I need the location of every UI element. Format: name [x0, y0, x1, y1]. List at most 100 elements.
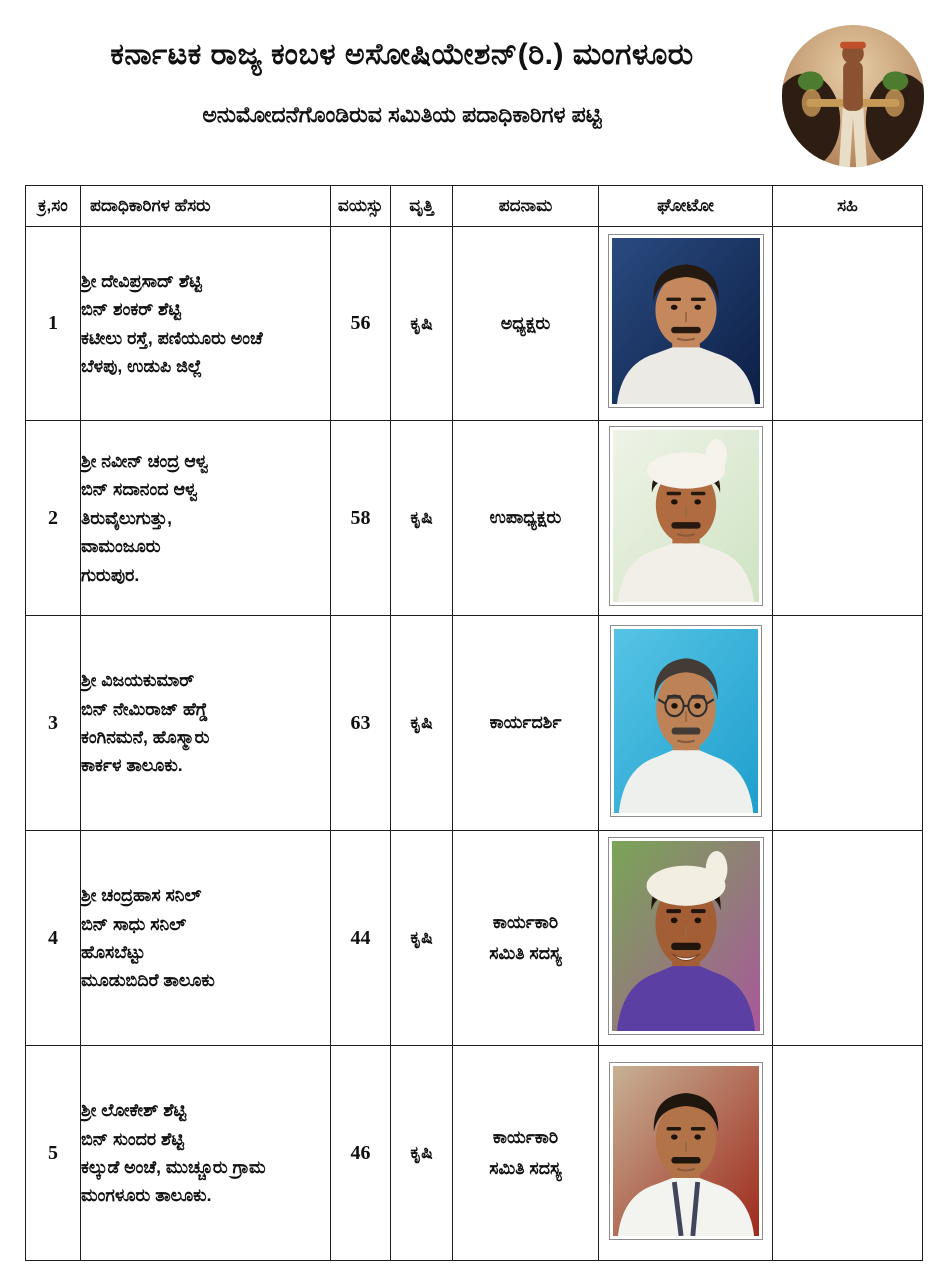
occupation-cell: ಕೃಷಿ	[390, 226, 453, 421]
officer-name-address-cell: ಶ್ರೀ ದೇವಿಪ್ರಸಾದ್ ಶೆಟ್ಟಿ ಬಿನ್ ಶಂಕರ್ ಶೆಟ್ಟಿ…	[80, 226, 331, 421]
name-address-line: ಹೊಸಬೆಟ್ಟು	[81, 942, 146, 962]
name-address-line: ಶ್ರೀ ನವೀನ್ ಚಂದ್ರ ಆಳ್ವ	[81, 451, 209, 472]
signature-cell	[772, 420, 923, 616]
table-row: 5 ಶ್ರೀ ಲೋಕೇಶ್ ಶೆಟ್ಟಿ ಬಿನ್ ಸುಂದರ ಶೆಟ್ಟಿ ಕಲ್…	[25, 1045, 923, 1261]
occupation-cell: ಕೃಷಿ	[390, 830, 453, 1046]
column-header: ವೃತ್ತಿ	[390, 185, 453, 227]
table-row: 1 ಶ್ರೀ ದೇವಿಪ್ರಸಾದ್ ಶೆಟ್ಟಿ ಬಿನ್ ಶಂಕರ್ ಶೆಟ್…	[25, 226, 923, 421]
column-header: ಪದಾಧಿಕಾರಿಗಳ ಹೆಸರು	[80, 185, 331, 227]
column-header: ಪದನಾಮ	[452, 185, 599, 227]
serial-number-cell: 4	[25, 830, 81, 1046]
designation-value: ಕಾರ್ಯಕಾರಿ ಸಮಿತಿ ಸದಸ್ಯ	[454, 1122, 598, 1185]
serial-number: 2	[48, 506, 58, 529]
serial-number-cell: 2	[25, 420, 81, 616]
serial-number: 1	[48, 312, 58, 334]
document-header: ಕರ್ನಾಟಕ ರಾಜ್ಯ ಕಂಬಳ ಅಸೋಷಿಯೇಶನ್(ರಿ.) ಮಂಗಳೂ…	[0, 0, 945, 185]
age-value: 63	[350, 711, 371, 734]
column-header: ವಯಸ್ಸು	[330, 185, 391, 227]
name-address-line: ಶ್ರೀ ದೇವಿಪ್ರಸಾದ್ ಶೆಟ್ಟಿ	[81, 270, 202, 291]
name-address-line: ಶ್ರೀ ಲೋಕೇಶ್ ಶೆಟ್ಟಿ	[81, 1100, 187, 1121]
officer-photo	[607, 836, 764, 1035]
kambala-logo	[779, 24, 927, 170]
signature-cell	[772, 830, 923, 1046]
photo-cell	[598, 1045, 773, 1261]
officer-photo	[609, 624, 762, 817]
table-header-row: ಕ್ರ,ಸಂ ಪದಾಧಿಕಾರಿಗಳ ಹೆಸರು ವಯಸ್ಸು ವೃತ್ತಿ ಪದನಾಮ…	[25, 185, 923, 227]
officer-name-address-cell: ಶ್ರೀ ಲೋಕೇಶ್ ಶೆಟ್ಟಿ ಬಿನ್ ಸುಂದರ ಶೆಟ್ಟಿ ಕಲ್ಕು…	[80, 1045, 331, 1261]
column-header: ಸಹಿ	[772, 185, 923, 227]
signature-cell	[772, 226, 923, 421]
signature-cell	[772, 1045, 923, 1261]
occupation-value: ಕೃಷಿ	[410, 713, 433, 732]
name-address-line: ವಾಮಂಜೂರು	[81, 536, 161, 557]
table-row: 3 ಶ್ರೀ ವಿಜಯಕುಮಾರ್ ಬಿನ್ ನೇಮಿರಾಜ್ ಹೆಗ್ಡೆ ಕಂಗ…	[25, 615, 923, 831]
officer-name-address: ಶ್ರೀ ನವೀನ್ ಚಂದ್ರ ಆಳ್ವ ಬಿನ್ ಸದಾನಂದ ಆಳ್ವ ತಿರ…	[81, 447, 330, 589]
signature-cell	[772, 615, 923, 831]
designation-line: ಉಪಾಧ್ಯಕ್ಷರು	[489, 507, 562, 528]
designation-value: ಕಾರ್ಯದರ್ಶಿ	[454, 707, 598, 739]
designation-value: ಕಾರ್ಯಕಾರಿ ಸಮಿತಿ ಸದಸ್ಯ	[454, 907, 598, 970]
officer-photo	[608, 1061, 763, 1240]
age-cell: 58	[330, 420, 391, 616]
age-cell: 56	[330, 226, 391, 421]
age-cell: 44	[330, 830, 391, 1046]
designation-line: ಅಧ್ಯಕ್ಷರು	[500, 312, 551, 333]
officer-name-address-cell: ಶ್ರೀ ನವೀನ್ ಚಂದ್ರ ಆಳ್ವ ಬಿನ್ ಸದಾನಂದ ಆಳ್ವ ತಿರ…	[80, 420, 331, 616]
officers-table-body: 1 ಶ್ರೀ ದೇವಿಪ್ರಸಾದ್ ಶೆಟ್ಟಿ ಬಿನ್ ಶಂಕರ್ ಶೆಟ್…	[25, 226, 923, 1261]
officers-table: ಕ್ರ,ಸಂ ಪದಾಧಿಕಾರಿಗಳ ಹೆಸರು ವಯಸ್ಸು ವೃತ್ತಿ ಪದನಾಮ…	[25, 185, 923, 1261]
age-cell: 63	[330, 615, 391, 831]
designation-line: ಕಾರ್ಯದರ್ಶಿ	[489, 712, 562, 733]
name-address-line: ಕಟೀಲು ರಸ್ತೆ, ಪಣಿಯೂರು ಅಂಚೆ	[81, 327, 263, 348]
serial-number: 5	[48, 1141, 58, 1164]
table-row: 4 ಶ್ರೀ ಚಂದ್ರಹಾಸ ಸನಿಲ್ ಬಿನ್ ಸಾಧು ಸನಿಲ್ ಹೊಸಬ…	[25, 830, 923, 1046]
name-address-line: ತಿರುವೈಲುಗುತ್ತು,	[81, 507, 172, 528]
name-address-line: ಕಾರ್ಕಳ ತಾಲೂಕು.	[81, 755, 183, 776]
designation-line: ಸಮಿತಿ ಸದಸ್ಯ	[489, 1158, 562, 1178]
photo-cell	[598, 615, 773, 831]
age-value: 56	[350, 312, 371, 334]
name-address-line: ಗುರುಪುರ.	[81, 564, 140, 585]
officer-name-address-cell: ಶ್ರೀ ವಿಜಯಕುಮಾರ್ ಬಿನ್ ನೇಮಿರಾಜ್ ಹೆಗ್ಡೆ ಕಂಗಿನ…	[80, 615, 331, 831]
occupation-cell: ಕೃಷಿ	[390, 1045, 453, 1261]
occupation-cell: ಕೃಷಿ	[390, 420, 453, 616]
photo-cell	[598, 830, 773, 1046]
serial-number-cell: 5	[25, 1045, 81, 1261]
table-row: 2 ಶ್ರೀ ನವೀನ್ ಚಂದ್ರ ಆಳ್ವ ಬಿನ್ ಸದಾನಂದ ಆಳ್ವ ತ…	[25, 420, 923, 616]
age-cell: 46	[330, 1045, 391, 1261]
designation-cell: ಕಾರ್ಯಕಾರಿ ಸಮಿತಿ ಸದಸ್ಯ	[452, 1045, 599, 1261]
name-address-line: ಬಿನ್ ಸುಂದರ ಶೆಟ್ಟಿ	[81, 1128, 185, 1149]
serial-number: 4	[48, 926, 58, 949]
designation-cell: ಅಧ್ಯಕ್ಷರು	[452, 226, 599, 421]
designation-line: ಕಾರ್ಯಕಾರಿ	[492, 911, 559, 932]
photo-cell	[598, 420, 773, 616]
column-header: ಕ್ರ,ಸಂ	[25, 185, 81, 227]
name-address-line: ಬೆಳಪು, ಉಡುಪಿ ಜಿಲ್ಲೆ	[81, 355, 203, 376]
name-address-line: ಶ್ರೀ ವಿಜಯಕುಮಾರ್	[81, 670, 195, 691]
serial-number-cell: 1	[25, 226, 81, 421]
designation-cell: ಕಾರ್ಯಕಾರಿ ಸಮಿತಿ ಸದಸ್ಯ	[452, 830, 599, 1046]
name-address-line: ಶ್ರೀ ಚಂದ್ರಹಾಸ ಸನಿಲ್	[81, 885, 202, 906]
page-subtitle: ಅನುಮೋದನೆಗೊಂಡಿರುವ ಸಮಿತಿಯ ಪದಾಧಿಕಾರಿಗಳ ಪಟ್ಟ…	[202, 102, 602, 127]
officer-name-address: ಶ್ರೀ ವಿಜಯಕುಮಾರ್ ಬಿನ್ ನೇಮಿರಾಜ್ ಹೆಗ್ಡೆ ಕಂಗಿನ…	[81, 666, 330, 779]
age-value: 46	[350, 1141, 371, 1164]
designation-cell: ಉಪಾಧ್ಯಕ್ಷರು	[452, 420, 599, 616]
officer-name-address: ಶ್ರೀ ಲೋಕೇಶ್ ಶೆಟ್ಟಿ ಬಿನ್ ಸುಂದರ ಶೆಟ್ಟಿ ಕಲ್ಕು…	[81, 1096, 330, 1209]
name-address-line: ಬಿನ್ ಸಾಧು ಸನಿಲ್	[81, 913, 187, 934]
officer-name-address: ಶ್ರೀ ದೇವಿಪ್ರಸಾದ್ ಶೆಟ್ಟಿ ಬಿನ್ ಶಂಕರ್ ಶೆಟ್ಟಿ…	[81, 267, 330, 380]
age-value: 44	[350, 926, 371, 949]
page-title: ಕರ್ನಾಟಕ ರಾಜ್ಯ ಕಂಬಳ ಅಸೋಷಿಯೇಶನ್(ರಿ.) ಮಂಗಳೂ…	[110, 38, 694, 71]
name-address-line: ಮಂಗಳೂರು ತಾಲೂಕು.	[81, 1185, 212, 1206]
name-address-line: ಬಿನ್ ಸದಾನಂದ ಆಳ್ವ	[81, 479, 198, 500]
serial-number: 3	[48, 711, 58, 734]
name-address-line: ಕಲ್ಕುಡೆ ಅಂಚೆ, ಮುಚ್ಚೂರು ಗ್ರಾಮ	[81, 1157, 266, 1177]
occupation-value: ಕೃಷಿ	[410, 1143, 433, 1162]
designation-cell: ಕಾರ್ಯದರ್ಶಿ	[452, 615, 599, 831]
occupation-value: ಕೃಷಿ	[410, 928, 433, 947]
name-address-line: ಮೂಡುಬಿದಿರೆ ತಾಲೂಕು	[81, 970, 215, 991]
officer-name-address: ಶ್ರೀ ಚಂದ್ರಹಾಸ ಸನಿಲ್ ಬಿನ್ ಸಾಧು ಸನಿಲ್ ಹೊಸಬೆಟ…	[81, 881, 330, 994]
designation-value: ಅಧ್ಯಕ್ಷರು	[454, 308, 598, 340]
name-address-line: ಕಂಗಿನಮನೆ, ಹೊಸ್ಮಾರು	[81, 727, 210, 747]
age-value: 58	[350, 506, 371, 529]
designation-value: ಉಪಾಧ್ಯಕ್ಷರು	[454, 502, 598, 534]
photo-cell	[598, 226, 773, 421]
